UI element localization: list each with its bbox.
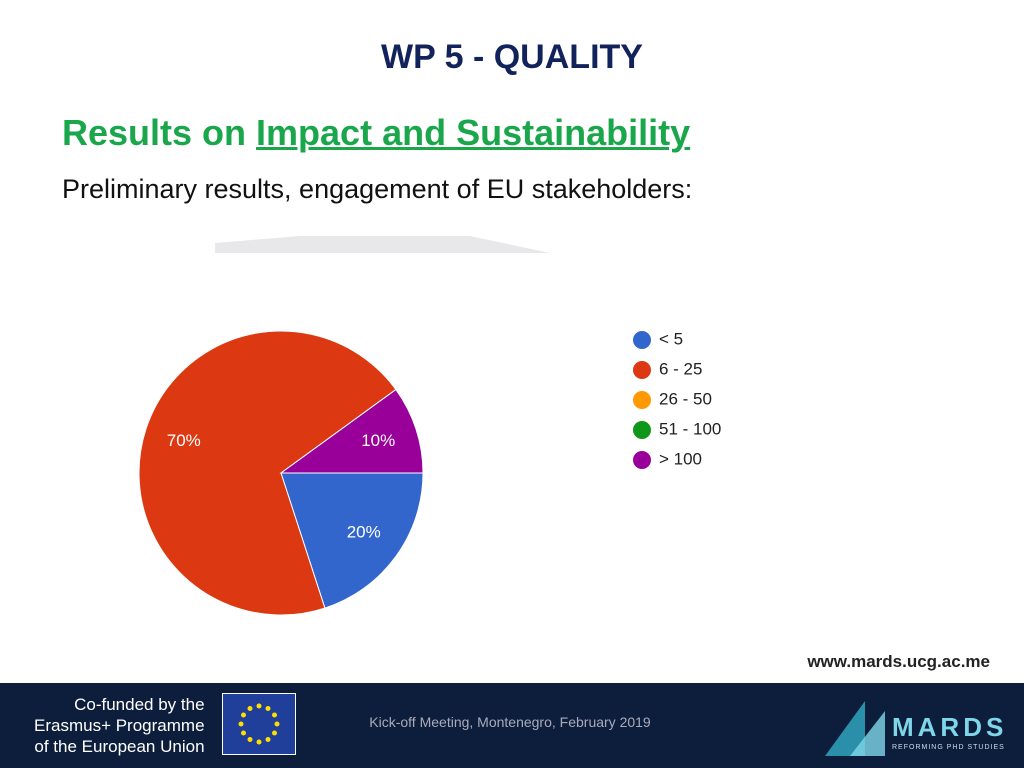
funding-line: of the European Union <box>34 737 205 756</box>
pie-slice <box>280 472 424 609</box>
legend-swatch <box>633 421 651 439</box>
heading-prefix: Results on <box>62 112 257 153</box>
flag <box>222 693 296 755</box>
stars <box>238 703 280 745</box>
slice-label: 20% <box>347 523 381 542</box>
faded-shape <box>215 236 550 253</box>
legend-label: < 5 <box>659 329 683 348</box>
legend-swatch <box>633 331 651 349</box>
slide-title: WP 5 - QUALITY <box>381 38 643 76</box>
legend-swatch <box>633 451 651 469</box>
logo-shape <box>825 701 865 756</box>
legend-swatch <box>633 391 651 409</box>
funding-line: Erasmus+ Programme <box>34 716 205 735</box>
slice-label: 70% <box>167 431 201 450</box>
chart: 20% 70% 10% < 5 6 - 25 26 - 50 51 - 100 > 100 <box>138 236 721 616</box>
legend-label: 6 - 25 <box>659 359 702 378</box>
funding-text: Co-funded by the Erasmus+ Programme of t… <box>34 694 205 757</box>
logo-text: MARDS <box>892 712 1008 742</box>
logo-shape <box>850 711 885 756</box>
website: www.mards.ucg.ac.me <box>807 652 990 671</box>
pie-slice <box>279 388 424 474</box>
logo-mark <box>825 701 885 756</box>
event-text: Kick-off Meeting, Montenegro, February 2… <box>369 714 651 730</box>
funding-line: Co-funded by the <box>74 695 205 714</box>
legend-label: 26 - 50 <box>659 389 712 408</box>
legend-label: 51 - 100 <box>659 419 721 438</box>
subtitle: Preliminary results, engagement of EU st… <box>62 174 693 204</box>
heading-link[interactable]: Impact and Sustainability <box>256 112 691 153</box>
slice-label: 10% <box>361 431 395 450</box>
eu-flag <box>222 693 296 755</box>
pie-slice <box>138 330 397 616</box>
legend-label: > 100 <box>659 449 702 468</box>
logo-tagline: REFORMING PHD STUDIES <box>892 744 1005 751</box>
heading: Results on Impact and Sustainability <box>62 112 690 154</box>
legend-swatch <box>633 361 651 379</box>
